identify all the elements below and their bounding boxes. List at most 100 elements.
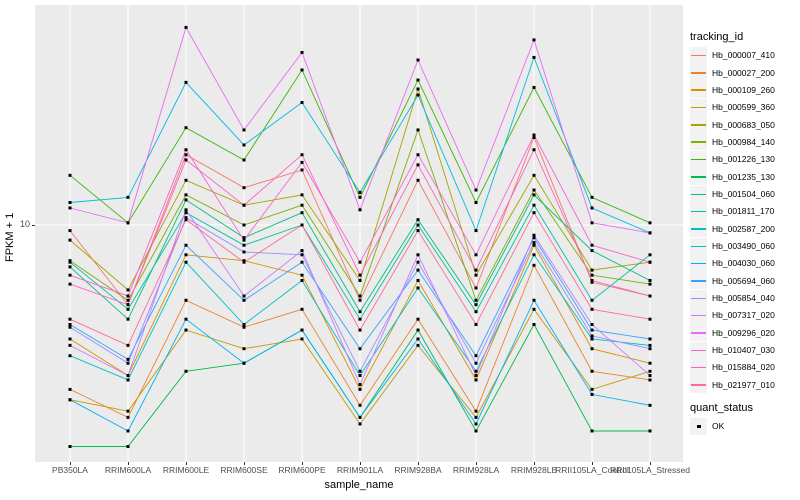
data-point <box>590 334 594 338</box>
data-point <box>474 429 478 433</box>
data-point <box>126 374 130 378</box>
data-point <box>184 25 188 29</box>
data-point <box>184 328 188 332</box>
data-point <box>532 253 536 257</box>
data-point <box>648 253 652 257</box>
data-point <box>648 260 652 264</box>
data-point <box>416 87 420 91</box>
data-point <box>648 374 652 378</box>
data-point <box>532 322 536 326</box>
black-square-marker-icon <box>697 424 701 429</box>
data-point <box>126 317 130 321</box>
series-color-line <box>691 245 706 247</box>
data-point <box>416 163 420 167</box>
legend-entry-label: Hb_015884_020 <box>712 362 775 373</box>
data-point <box>474 354 478 358</box>
data-point <box>532 133 536 137</box>
data-point <box>126 288 130 292</box>
series-color-line <box>691 158 706 161</box>
legend-entry: Hb_015884_020 <box>690 358 775 376</box>
data-point <box>416 58 420 62</box>
legend-key-line-swatch <box>690 254 707 272</box>
legend-key-line-swatch <box>690 237 707 255</box>
legend-entry: Hb_002587_200 <box>690 220 775 238</box>
series-color-line <box>691 54 706 57</box>
data-point <box>648 343 652 347</box>
data-point <box>358 208 362 212</box>
data-point <box>358 387 362 391</box>
x-axis-tick-label: RRII105LA_Control <box>555 465 629 475</box>
data-point <box>532 38 536 42</box>
data-point <box>242 203 246 207</box>
data-point <box>184 369 188 373</box>
legend-entry: Hb_007317_020 <box>690 306 775 324</box>
data-point <box>358 422 362 426</box>
x-axis-tick-label: PB350LA <box>52 465 88 475</box>
data-point <box>300 50 304 54</box>
x-axis-tick-label: RRIM928BA <box>394 465 442 475</box>
legend-entry: Hb_004030_060 <box>690 254 775 272</box>
data-point <box>68 229 72 233</box>
data-point <box>416 268 420 272</box>
x-axis-tick-label: RRIM600LE <box>162 465 210 475</box>
data-point <box>590 195 594 199</box>
data-point <box>300 337 304 341</box>
data-point <box>590 307 594 311</box>
data-point <box>590 206 594 210</box>
data-point <box>242 243 246 247</box>
legend-entry: Hb_005854_040 <box>690 289 775 307</box>
legend-entry: Hb_010407_030 <box>690 341 775 359</box>
plot-panel <box>35 5 683 462</box>
data-point <box>358 369 362 373</box>
x-axis-tick-mark <box>475 462 477 465</box>
series-color-line <box>691 89 706 91</box>
data-point <box>184 216 188 220</box>
data-point <box>68 201 72 205</box>
data-point <box>416 78 420 82</box>
data-point <box>590 347 594 351</box>
data-point <box>126 195 130 199</box>
legend-key-line-swatch <box>690 98 707 116</box>
data-point <box>242 223 246 227</box>
data-point <box>474 409 478 413</box>
legend-entry: Hb_009296_020 <box>690 324 775 342</box>
data-point <box>242 361 246 365</box>
data-point <box>648 282 652 286</box>
data-point <box>126 415 130 419</box>
data-point <box>358 383 362 387</box>
data-point <box>590 328 594 332</box>
data-point <box>416 218 420 222</box>
data-point <box>358 328 362 332</box>
data-point <box>300 328 304 332</box>
data-point <box>416 229 420 233</box>
legend-entry-label: Hb_001235_130 <box>712 171 775 182</box>
legend-entry-label: Hb_000007_410 <box>712 50 775 61</box>
data-point <box>474 201 478 205</box>
legend-entry: Hb_021977_010 <box>690 376 775 394</box>
data-point <box>184 211 188 215</box>
legend-entry-label: Hb_004030_060 <box>712 258 775 269</box>
data-point <box>474 415 478 419</box>
legend-key-line-swatch <box>690 46 707 64</box>
data-point <box>68 337 72 341</box>
data-point <box>126 357 130 361</box>
legend-key-line-swatch <box>690 341 707 359</box>
data-point <box>648 361 652 365</box>
data-point <box>242 143 246 147</box>
legend-entry-label: Hb_010407_030 <box>712 345 775 356</box>
legend-entry-label: Hb_005694_060 <box>712 275 775 286</box>
data-point <box>242 238 246 242</box>
data-point <box>242 260 246 264</box>
data-point <box>532 241 536 245</box>
data-point <box>474 268 478 272</box>
data-point <box>126 294 130 298</box>
data-point <box>126 429 130 433</box>
data-point <box>532 298 536 302</box>
legend-entry-label: Hb_001504_060 <box>712 189 775 200</box>
data-point <box>126 343 130 347</box>
legend-entry-label: Hb_000027_200 <box>712 67 775 78</box>
data-point <box>242 294 246 298</box>
data-point <box>300 153 304 157</box>
legend-key-line-swatch <box>690 64 707 82</box>
